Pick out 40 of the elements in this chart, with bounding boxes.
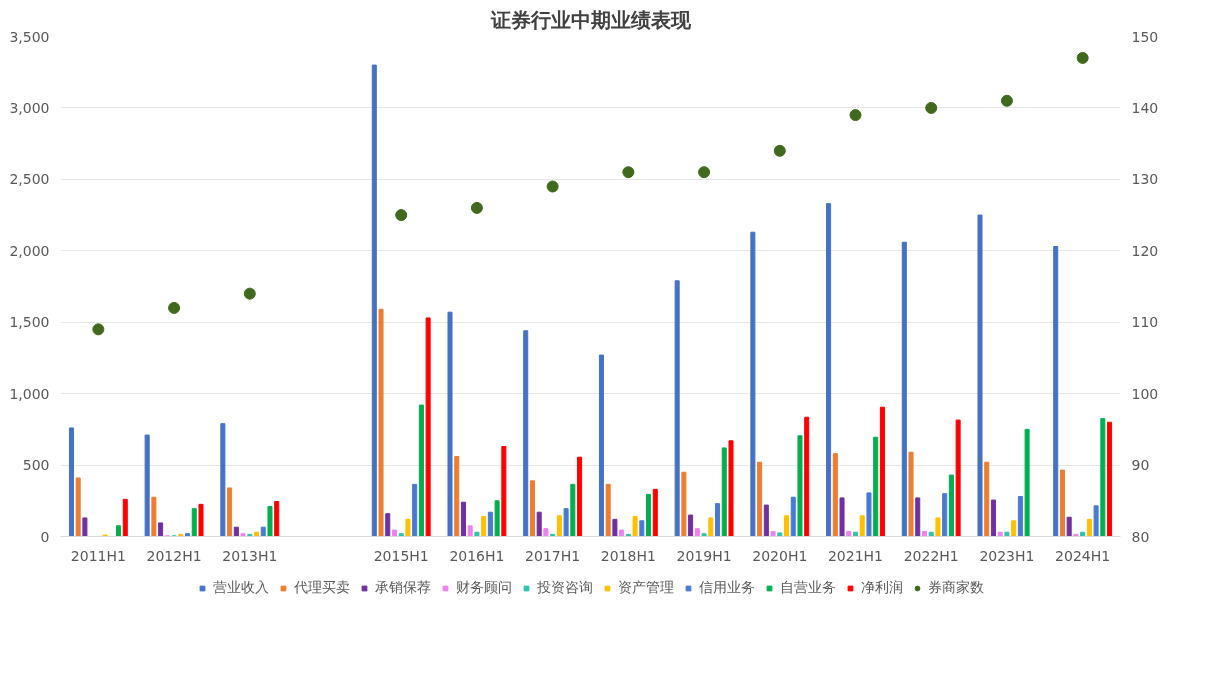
y2-tick-label: 80 (1131, 528, 1150, 545)
y-tick-label: 1,500 (9, 314, 50, 331)
x-tick-label: 2022H1 (903, 547, 959, 564)
x-tick-label: 2015H1 (373, 547, 429, 564)
chart-title: 证券行业中期业绩表现 (489, 7, 692, 32)
legend-label: 投资咨询 (537, 579, 593, 597)
legend-label: 自营业务 (780, 579, 836, 597)
y-tick-label: 2,000 (9, 242, 50, 259)
y-tick-label: 0 (40, 528, 50, 545)
legend-label: 营业收入 (213, 579, 269, 597)
legend-label: 券商家数 (928, 579, 984, 597)
x-tick-label: 2020H1 (752, 547, 808, 564)
legend-label: 资产管理 (618, 579, 674, 597)
y2-tick-label: 100 (1131, 385, 1159, 402)
x-tick-label: 2018H1 (600, 547, 656, 564)
y2-tick-label: 90 (1131, 457, 1150, 474)
y2-tick-label: 110 (1131, 314, 1159, 331)
y-tick-label: 3,000 (9, 99, 50, 116)
x-tick-label: 2011H1 (70, 547, 126, 564)
legend-label: 财务顾问 (456, 579, 512, 597)
y-tick-label: 3,500 (9, 28, 50, 45)
legend-label: 净利润 (861, 579, 903, 597)
y2-tick-label: 150 (1131, 28, 1159, 45)
y2-tick-label: 120 (1131, 242, 1159, 259)
y2-tick-label: 130 (1131, 171, 1159, 188)
x-tick-label: 2012H1 (146, 547, 202, 564)
legend-label: 代理买卖 (294, 579, 350, 597)
x-tick-label: 2017H1 (525, 547, 581, 564)
x-tick-label: 2024H1 (1055, 547, 1111, 564)
y-tick-label: 500 (22, 457, 50, 474)
y-tick-label: 2,500 (9, 171, 50, 188)
legend-label: 信用业务 (699, 579, 755, 597)
y2-tick-label: 140 (1131, 99, 1159, 116)
y-tick-label: 1,000 (9, 385, 50, 402)
x-tick-label: 2016H1 (449, 547, 505, 564)
x-tick-label: 2019H1 (676, 547, 732, 564)
legend-label: 承销保荐 (375, 579, 431, 597)
x-tick-label: 2021H1 (827, 547, 884, 564)
x-tick-label: 2013H1 (222, 547, 278, 564)
x-tick-label: 2023H1 (979, 547, 1035, 564)
